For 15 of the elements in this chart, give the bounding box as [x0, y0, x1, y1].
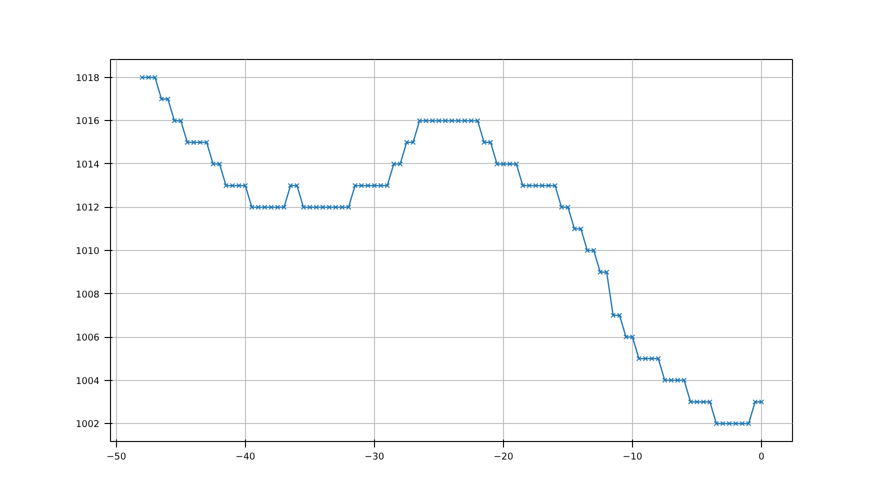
y-tick-label: 1006	[76, 332, 100, 344]
y-tick-label: 1002	[76, 419, 100, 430]
x-tick-label: 0	[758, 452, 765, 462]
y-tick-label: 1014	[76, 159, 100, 170]
x-tick-label: −40	[236, 452, 256, 462]
x-tick-label: −10	[622, 452, 642, 462]
x-tick-label: −30	[364, 452, 384, 462]
x-tick-label: −50	[106, 452, 126, 462]
y-tick-label: 1012	[76, 202, 100, 214]
y-tick-label: 1008	[76, 289, 100, 300]
x-tick-label: −20	[494, 452, 514, 462]
y-tick-label: 1010	[76, 246, 100, 257]
y-tick-label: 1016	[76, 116, 100, 128]
y-tick-label: 1004	[76, 376, 100, 387]
y-tick-label: 1018	[76, 72, 100, 84]
